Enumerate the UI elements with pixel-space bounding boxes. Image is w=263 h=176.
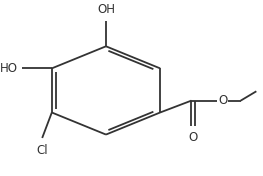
Text: Cl: Cl: [36, 144, 48, 157]
Text: O: O: [189, 131, 198, 144]
Text: OH: OH: [97, 3, 115, 16]
Text: O: O: [218, 94, 227, 107]
Text: HO: HO: [0, 62, 18, 75]
